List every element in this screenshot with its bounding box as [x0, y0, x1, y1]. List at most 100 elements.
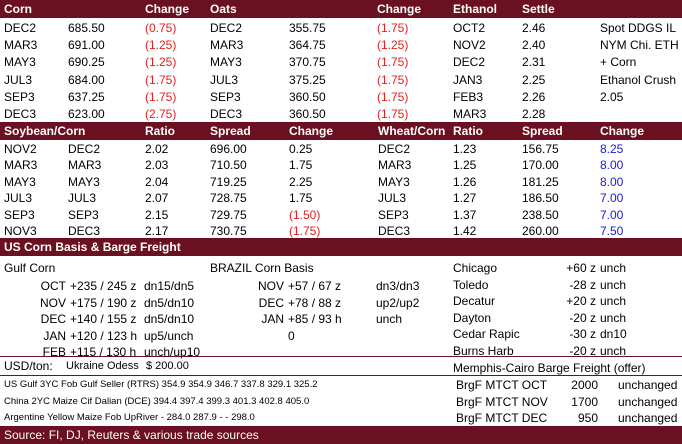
corn-change-header: Change	[145, 2, 190, 16]
corn-month: MAY3	[68, 174, 100, 189]
corn-price: 684.00	[68, 72, 105, 87]
gulf-month: FEB	[42, 345, 66, 359]
oats-price: 375.25	[289, 72, 326, 87]
oats-change-header: Change	[377, 2, 422, 16]
soy-month: MAY3	[4, 174, 36, 189]
oats-month: MAR3	[210, 38, 244, 53]
ethanol-settle: 2.28	[522, 107, 546, 121]
table-row: SEP3 637.25 (1.75) SEP3 360.50 (1.75) FEB3 2.26…	[0, 88, 682, 106]
oats-month: DEC2	[210, 21, 243, 35]
soy-corn-change: 2.25	[289, 174, 313, 189]
wheat-corn-spread: 156.75	[522, 142, 559, 156]
table-row: MAY3 MAY3 2.04 719.25 2.25 MAY3 1.26 181.25 8.00	[0, 173, 682, 191]
freight-value: 1700	[571, 394, 598, 409]
wheat-month: DEC2	[378, 142, 411, 156]
fob-row: China 2YC Maize Cif Dalian (DCE) 394.4 3…	[4, 395, 310, 407]
table-row: JUL3 JUL3 2.07 728.75 1.75 JUL3 1.27 186.50 7.00	[0, 189, 682, 207]
barge-freight-title: Memphis-Cairo Barge Freight (offer)	[453, 361, 646, 375]
freight-label: BrgF MTCT DEC	[456, 411, 548, 426]
brazil-month: NOV	[257, 279, 284, 293]
freight-value: 2000	[571, 378, 598, 392]
change-header: Change	[289, 124, 334, 138]
ratio-header: Ratio	[145, 124, 175, 138]
oats-month: MAY3	[210, 55, 242, 70]
wheat-corn-change: 7.50	[600, 224, 624, 238]
wheat-corn-spread: 181.25	[522, 174, 559, 189]
soy-corn-ratio: 2.04	[145, 174, 169, 189]
table-row: MAR3 691.00 (1.25) MAR3 364.75 (1.25) NOV2 2.40…	[0, 36, 682, 54]
table-row: JUL3 684.00 (1.75) JUL3 375.25 (1.75) JAN3 2.25…	[0, 71, 682, 89]
wheat-corn-ratio: 1.26	[453, 174, 477, 189]
freight-change: unchanged	[618, 411, 678, 426]
gulf-basis: +175 / 190 z	[70, 295, 137, 310]
oats-price: 360.50	[289, 107, 326, 121]
freight-label: BrgF MTCT OCT	[456, 378, 548, 392]
soy-corn-spread: 728.75	[210, 191, 247, 206]
soy-corn-spread: 730.75	[210, 224, 247, 238]
spread-header-row: Soybean/Corn Ratio Spread Change Wheat/C…	[0, 122, 682, 141]
oats-price: 370.75	[289, 55, 326, 70]
wheat-month: DEC3	[378, 224, 411, 238]
wheat-corn-change: 7.00	[600, 207, 624, 222]
freight-change: unchanged	[618, 394, 678, 409]
city-basis: -28 z	[569, 277, 596, 292]
soy-corn-spread: 710.50	[210, 158, 247, 173]
brazil-month: DEC	[258, 295, 284, 310]
oats-change: (1.25)	[377, 38, 409, 53]
brazil-basis-title: BRAZIL Corn Basis	[210, 261, 314, 275]
usd-label: USD/ton:	[4, 359, 53, 373]
brazil-basis: +57 / 67 z	[288, 279, 342, 293]
corn-change: (1.75)	[145, 72, 177, 87]
ethanol-note: 2.05	[600, 89, 624, 104]
city-basis: -30 z	[569, 327, 596, 341]
corn-change: (1.25)	[145, 55, 177, 70]
brazil-change: dn3/dn3	[376, 279, 420, 293]
corn-price: 637.25	[68, 89, 105, 104]
ethanol-settle: 2.25	[522, 72, 546, 87]
freight-value: 950	[577, 411, 598, 426]
soy-corn-change: (1.50)	[289, 207, 321, 222]
brazil-basis: +78 / 88 z	[288, 295, 342, 310]
soy-month: NOV2	[4, 142, 37, 156]
wheat-corn-ratio: 1.27	[453, 191, 477, 206]
corn-change: (1.25)	[145, 38, 177, 53]
wheat-spread-header: Spread	[522, 124, 563, 138]
oats-price: 355.75	[289, 21, 326, 35]
city-name: Burns Harb	[453, 343, 514, 358]
table-row: SEP3 SEP3 2.15 729.75 (1.50) SEP3 1.37 238.50 7.…	[0, 206, 682, 224]
wheat-corn-spread: 170.00	[522, 158, 559, 173]
corn-change: (2.75)	[145, 107, 177, 121]
corn-month: DEC3	[68, 224, 101, 238]
corn-month: DEC2	[68, 142, 101, 156]
city-change: unch	[600, 261, 627, 275]
table-row: NOV2 DEC2 2.02 696.00 0.25 DEC2 1.23 156.75 8.25	[0, 140, 682, 158]
wheat-corn-change: 8.00	[600, 158, 624, 173]
ethanol-note: + Corn	[600, 55, 637, 70]
wheat-corn-change: 7.00	[600, 191, 624, 206]
wheat-corn-spread: 260.00	[522, 224, 559, 238]
corn-month: MAR3	[4, 38, 38, 53]
gulf-change: unch/up10	[144, 345, 201, 359]
corn-change: (1.75)	[145, 89, 177, 104]
oats-header: Oats	[210, 2, 237, 16]
spread-header: Spread	[210, 124, 251, 138]
corn-month: JUL3	[68, 191, 97, 206]
city-change: unch	[600, 294, 627, 308]
soy-corn-ratio: 2.03	[145, 158, 169, 173]
corn-price: 691.00	[68, 38, 105, 53]
oats-change: (1.75)	[377, 55, 409, 70]
wheat-corn-change: 8.25	[600, 142, 624, 156]
table-row: NOV3 DEC3 2.17 730.75 (1.75) DEC3 1.42 260.00 7.…	[0, 222, 682, 240]
odessa-label: Ukraine Odess	[66, 360, 139, 372]
wheat-month: JUL3	[378, 191, 407, 206]
brazil-change: up2/up2	[376, 295, 420, 310]
oats-price: 364.75	[289, 38, 326, 53]
soy-month: NOV3	[4, 224, 37, 238]
city-name: Cedar Rapic	[453, 327, 520, 341]
table-row: MAR3 MAR3 2.03 710.50 1.75 MAR3 1.25 170.00 8.00	[0, 156, 682, 174]
wheat-corn-spread: 186.50	[522, 191, 559, 206]
city-change: unch	[600, 310, 627, 325]
soy-corn-ratio: 2.07	[145, 191, 169, 206]
wheat-corn-change: 8.00	[600, 174, 624, 189]
corn-month: MAY3	[4, 55, 36, 70]
